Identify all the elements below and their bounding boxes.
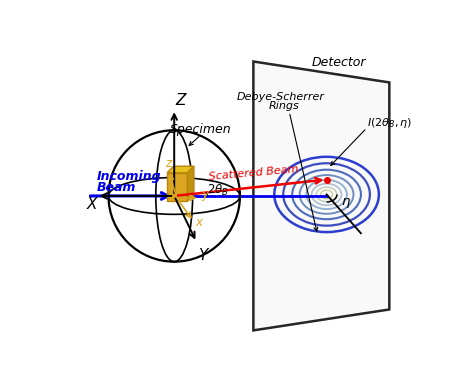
Text: Rings: Rings [269, 101, 300, 111]
Text: $I(2\theta_B,\eta)$: $I(2\theta_B,\eta)$ [367, 116, 412, 130]
Text: X: X [87, 197, 97, 213]
Polygon shape [254, 61, 389, 331]
Text: y: y [202, 188, 209, 201]
Text: Specimen: Specimen [170, 123, 232, 136]
Text: Debye-Scherrer: Debye-Scherrer [236, 92, 324, 102]
Text: Beam: Beam [97, 180, 136, 194]
Text: Detector: Detector [311, 56, 366, 69]
Text: $2\theta_B$: $2\theta_B$ [207, 182, 229, 197]
Text: z: z [164, 157, 171, 170]
Text: $\eta$: $\eta$ [341, 196, 351, 210]
Polygon shape [167, 173, 187, 201]
Polygon shape [187, 166, 194, 201]
Polygon shape [167, 166, 194, 173]
Text: Y: Y [198, 248, 208, 263]
Text: Incoming: Incoming [97, 170, 161, 182]
Text: x: x [195, 216, 202, 229]
Text: Scattered Beam: Scattered Beam [208, 165, 299, 182]
Text: Z: Z [176, 93, 186, 108]
